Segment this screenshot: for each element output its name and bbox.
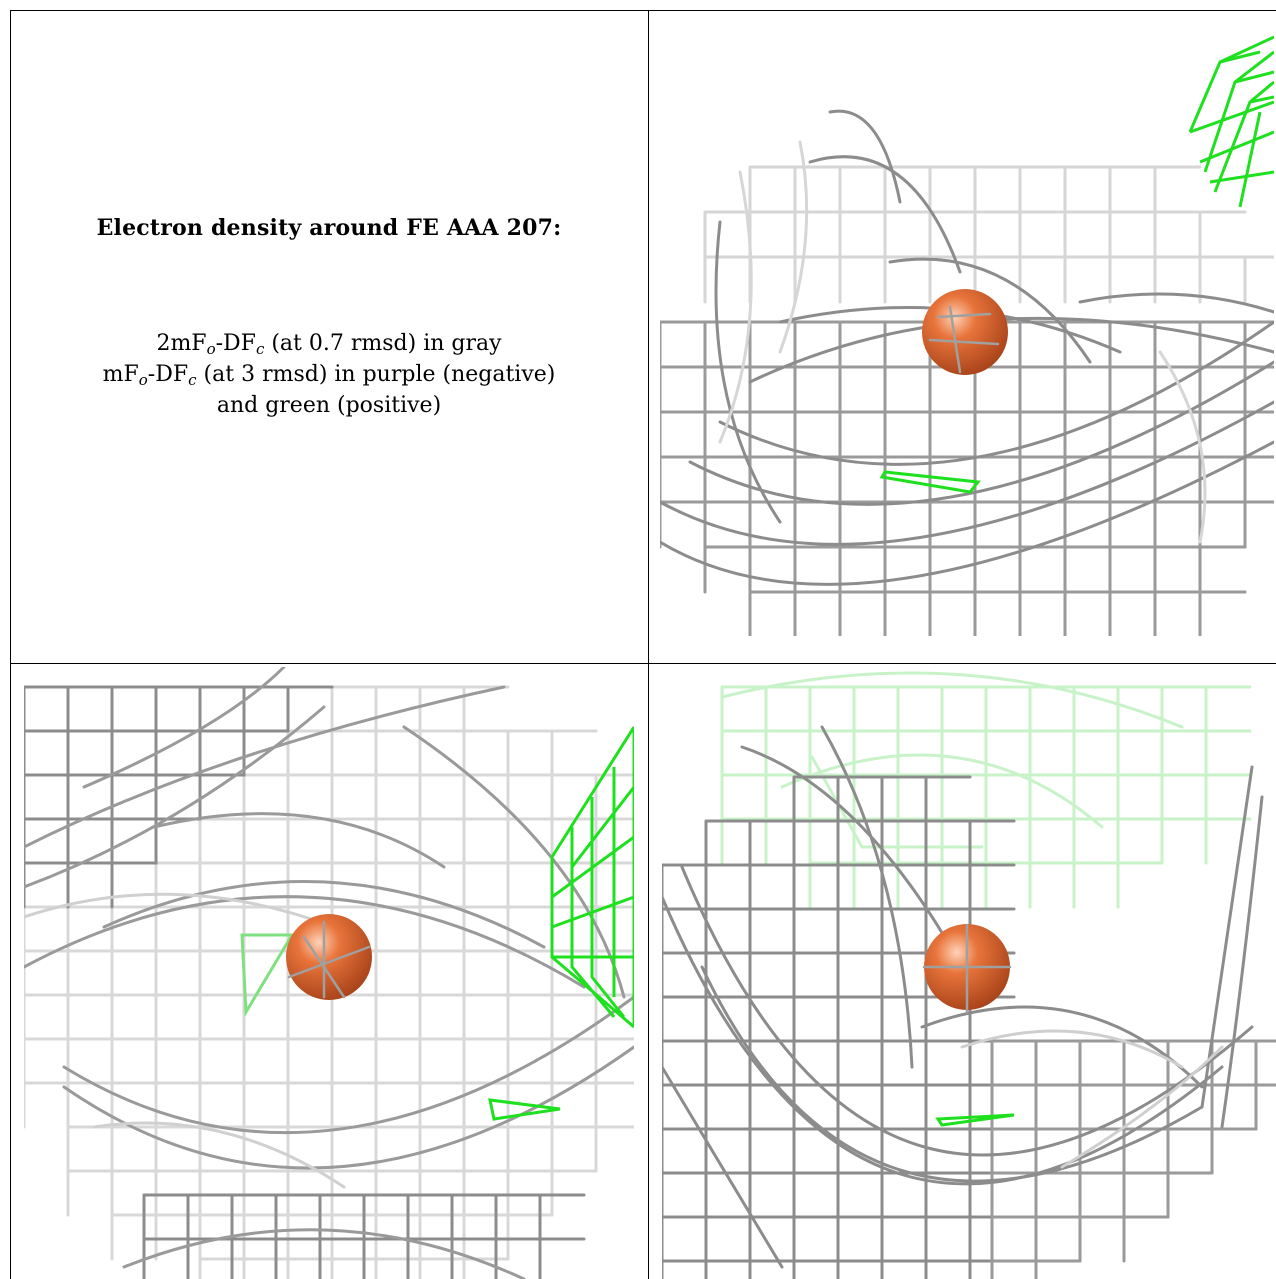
density-view-bottom-left — [24, 667, 634, 1279]
table-column-divider — [648, 10, 649, 1279]
positive-density-blob — [488, 1098, 561, 1121]
positive-density-blob — [879, 470, 981, 494]
density-grid — [720, 685, 1252, 909]
density-contour — [662, 725, 1264, 1269]
caption-line-difference: mFo-DFc (at 3 rmsd) in purple (negative) — [102, 362, 556, 389]
caption-line-gray: 2mFo-DFc (at 0.7 rmsd) in gray — [156, 331, 502, 358]
positive-density-mesh — [550, 726, 634, 1029]
caption-title: Electron density around FE AAA 207: — [96, 215, 562, 241]
table-row-divider — [10, 663, 1276, 664]
density-grid-front — [922, 923, 1012, 1014]
density-view-bottom-right — [662, 667, 1276, 1279]
fe-atom-sphere — [286, 914, 372, 1000]
caption-cell: Electron density around FE AAA 207: 2mFo… — [10, 10, 648, 657]
density-grid — [703, 165, 1274, 304]
density-contour — [24, 667, 634, 1279]
positive-density-blob — [935, 1113, 1015, 1127]
density-contour — [718, 140, 1207, 544]
density-grid — [142, 1193, 586, 1279]
density-view-top-right — [660, 22, 1274, 636]
density-contour — [960, 1029, 1224, 1169]
fe-atom-sphere — [922, 289, 1008, 375]
density-grid-front — [928, 305, 1000, 374]
density-mesh-image — [24, 667, 634, 1279]
table-border-top — [10, 10, 1276, 11]
density-grid — [24, 685, 334, 909]
caption-body: 2mFo-DFc (at 0.7 rmsd) in gray mFo-DFc (… — [10, 328, 648, 421]
caption-line-green: and green (positive) — [216, 393, 442, 418]
positive-density-blob — [240, 933, 295, 1018]
table-border-left — [10, 10, 11, 1279]
density-grid — [990, 1039, 1276, 1279]
density-mesh-image — [662, 671, 1276, 1279]
density-grid — [662, 775, 1016, 1279]
density-mesh-image — [660, 35, 1274, 636]
positive-density-mesh-faint — [720, 671, 1184, 849]
positive-density-mesh — [1188, 35, 1274, 208]
density-grid-front — [287, 920, 371, 999]
density-contour — [24, 892, 346, 1189]
